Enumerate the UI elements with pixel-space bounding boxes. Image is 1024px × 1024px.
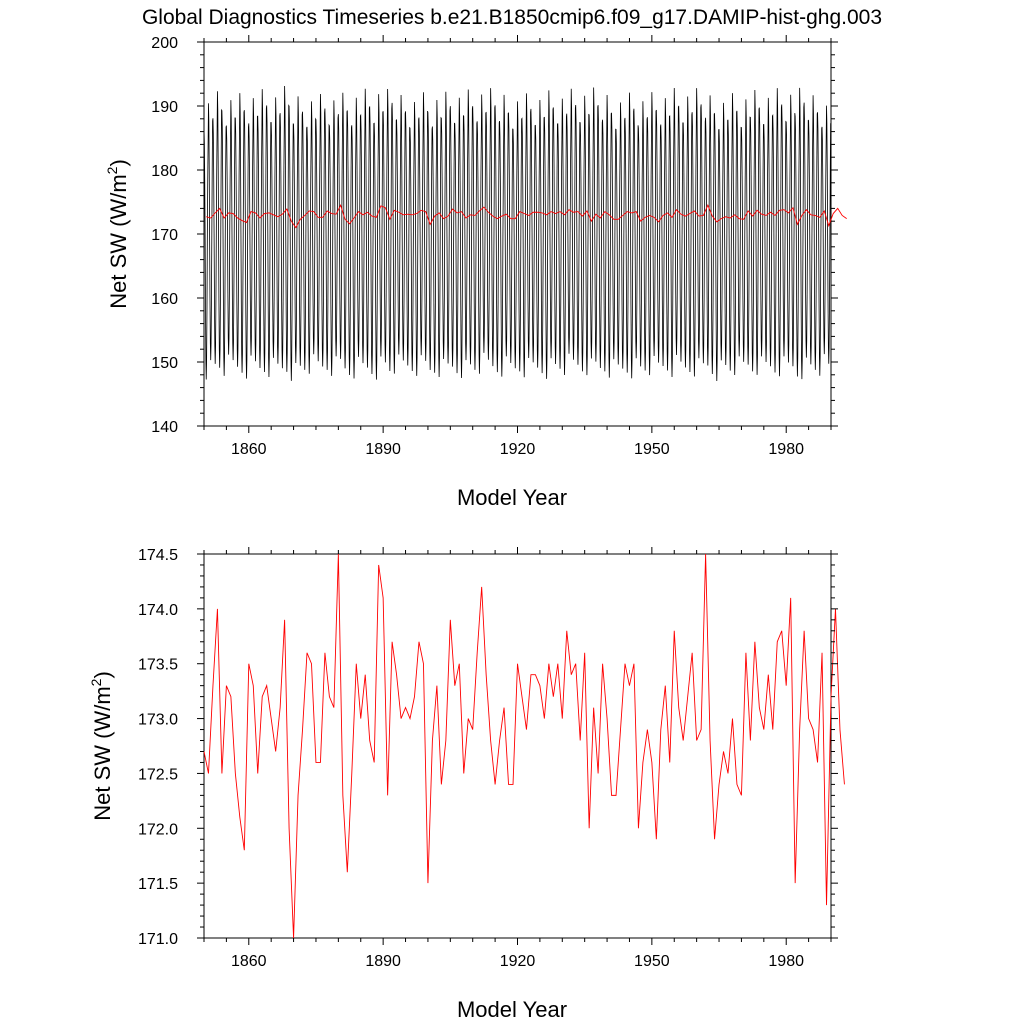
timeseries-panel-monthly: 1860 1890 1920 1950 1980 140 150 160 170 180 190 20…	[104, 35, 847, 510]
x-tick-label: 1860	[231, 953, 267, 970]
y-tick-label: 190	[151, 99, 178, 116]
x-axis-label-top: Model Year	[457, 485, 567, 510]
y-tick-label: 171.5	[138, 876, 178, 893]
x-tick-label: 1980	[768, 441, 804, 458]
y-tick-label: 160	[151, 291, 178, 308]
y-tick-label: 173.5	[138, 657, 178, 674]
x-tick-label: 1920	[500, 953, 536, 970]
x-tick-label: 1950	[634, 953, 670, 970]
x-tick-label: 1890	[365, 441, 401, 458]
y-axis-label-close: )	[90, 671, 115, 678]
y-tick-label: 173.0	[138, 712, 178, 729]
monthly-series-line	[203, 85, 832, 382]
data-layer-top	[203, 85, 847, 382]
y-axis-label-bottom: Net SW (W/m2)	[88, 671, 115, 821]
data-layer-bottom	[203, 553, 845, 939]
y-tick-label: 171.0	[138, 931, 178, 948]
y-axis-label-close: )	[106, 159, 131, 166]
y-tick-label: 174.5	[138, 547, 178, 564]
x-axis-label-bottom: Model Year	[457, 997, 567, 1022]
y-axis-label-superscript: 2	[88, 678, 104, 686]
x-tick-label: 1860	[231, 441, 267, 458]
annual-mean-series-line	[203, 553, 845, 939]
y-axis-label-top: Net SW (W/m2)	[104, 159, 131, 309]
y-tick-label: 180	[151, 163, 178, 180]
y-tick-label: 200	[151, 35, 178, 52]
tick-layer-bottom: 1860 1890 1920 1950 1980 171.0 171.5 172.0 172.5…	[138, 547, 838, 970]
y-axis-label-text: Net SW (W/m	[106, 174, 131, 308]
y-tick-label: 174.0	[138, 602, 178, 619]
x-tick-label: 1890	[365, 953, 401, 970]
y-tick-label: 172.5	[138, 766, 178, 783]
y-tick-label: 172.0	[138, 821, 178, 838]
figure-title: Global Diagnostics Timeseries b.e21.B185…	[142, 6, 882, 29]
y-tick-label: 140	[151, 419, 178, 436]
x-tick-label: 1950	[634, 441, 670, 458]
timeseries-panel-annual: 1860 1890 1920 1950 1980 171.0 171.5 172.0 172.5…	[88, 547, 845, 1022]
x-tick-label: 1980	[768, 953, 804, 970]
plot-frame-bottom	[203, 553, 832, 939]
tick-layer-top: 1860 1890 1920 1950 1980 140 150 160 170 180 190 20…	[151, 35, 838, 458]
y-tick-label: 170	[151, 227, 178, 244]
y-axis-label-superscript: 2	[104, 166, 120, 174]
annual-mean-series-line	[206, 204, 847, 229]
x-tick-label: 1920	[500, 441, 536, 458]
y-tick-label: 150	[151, 355, 178, 372]
y-axis-label-text: Net SW (W/m	[90, 686, 115, 820]
